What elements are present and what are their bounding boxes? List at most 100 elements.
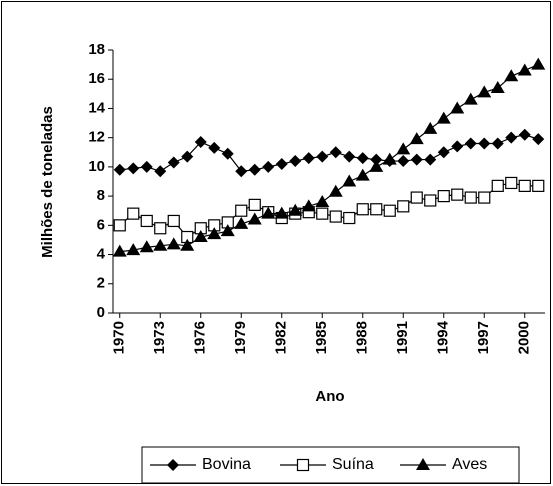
diamond-marker [302,152,315,165]
diamond-marker [464,137,477,150]
triangle-marker [139,240,154,253]
y-axis-label: Milhões de toneladas [39,106,56,258]
square-marker [154,222,167,235]
x-tick-label: 1985 [313,321,330,354]
diamond-marker [343,150,356,163]
x-tick-label: 1979 [232,321,249,354]
square-marker [329,210,342,223]
triangle-marker [436,111,451,124]
triangle-marker [355,168,370,181]
x-tick-label: 1988 [354,321,371,354]
diamond-marker [167,156,180,169]
y-tick-label: 16 [88,70,105,87]
triangle-marker [328,184,343,197]
square-marker [478,191,491,204]
square-marker [248,198,261,211]
diamond-marker [221,147,234,160]
triangle-marker [342,174,357,187]
triangle-marker [288,203,303,216]
triangle-marker [504,69,519,82]
diamond-marker [194,136,207,149]
square-marker [424,194,437,207]
y-tick-label: 2 [97,275,105,292]
diamond-marker [370,153,383,166]
triangle-marker [301,199,316,212]
square-marker [113,219,126,232]
triangle-marker [153,238,168,251]
triangle-marker [369,159,384,172]
square-marker [464,191,477,204]
square-marker [296,458,310,472]
square-marker [316,207,329,220]
square-marker [140,214,153,228]
square-marker [437,190,450,203]
square-marker [235,204,248,217]
triangle-marker [396,142,411,155]
x-tick-label: 1982 [273,321,290,354]
square-marker [505,176,518,190]
x-tick-label: 1994 [435,320,452,354]
diamond-marker [478,137,491,150]
triangle-marker [112,244,127,257]
diamond-marker [181,150,194,163]
x-tick-label: 1991 [394,321,411,354]
x-axis-label: Ano [315,388,344,405]
x-tick-label: 1976 [192,321,209,354]
y-tick-label: 14 [88,99,105,116]
triangle-marker [382,152,397,165]
diamond-marker [518,128,531,141]
triangle-marker [247,212,262,225]
x-tick-label: 1970 [111,321,128,354]
square-marker [397,200,410,213]
square-marker [383,204,396,217]
legend-box [141,446,520,484]
diamond-marker [167,459,179,471]
diamond-marker [410,153,423,166]
y-tick-label: 6 [97,216,105,233]
triangle-marker [180,238,195,251]
diamond-marker [505,131,518,144]
y-tick-label: 8 [97,187,105,204]
x-tick-label: 2000 [516,321,533,354]
triangle-marker [517,63,532,76]
triangle-marker [409,132,424,145]
square-marker [127,207,140,220]
diamond-marker [437,146,450,159]
square-marker [370,203,383,216]
diamond-marker [316,150,329,163]
diamond-marker [127,162,140,175]
triangle-marker [274,206,289,219]
square-marker [343,211,356,225]
triangle-marker [166,237,181,250]
legend-label: Suína [332,456,374,473]
diamond-marker [113,163,126,176]
square-marker [167,214,180,228]
triangle-marker [416,458,430,470]
triangle-marker [477,85,492,98]
diamond-marker [154,165,167,178]
triangle-marker [423,121,438,134]
diamond-marker [235,165,248,178]
triangle-marker [531,57,546,70]
diamond-marker [208,141,221,154]
x-tick-label: 1973 [151,321,168,354]
diamond-marker [397,155,410,168]
square-marker [410,191,423,204]
square-marker [518,179,531,192]
y-tick-label: 10 [88,158,105,175]
diamond-marker [491,137,504,150]
diamond-marker [275,157,288,170]
x-tick-label: 1997 [475,321,492,354]
triangle-marker [261,206,276,219]
diamond-marker [532,133,545,146]
diamond-marker [356,152,369,165]
square-marker [532,179,545,192]
triangle-marker [207,227,222,240]
diamond-marker [140,160,153,173]
diamond-marker [289,155,302,168]
diamond-marker [451,140,464,153]
legend-label: Aves [452,456,487,473]
triangle-marker [220,224,235,237]
